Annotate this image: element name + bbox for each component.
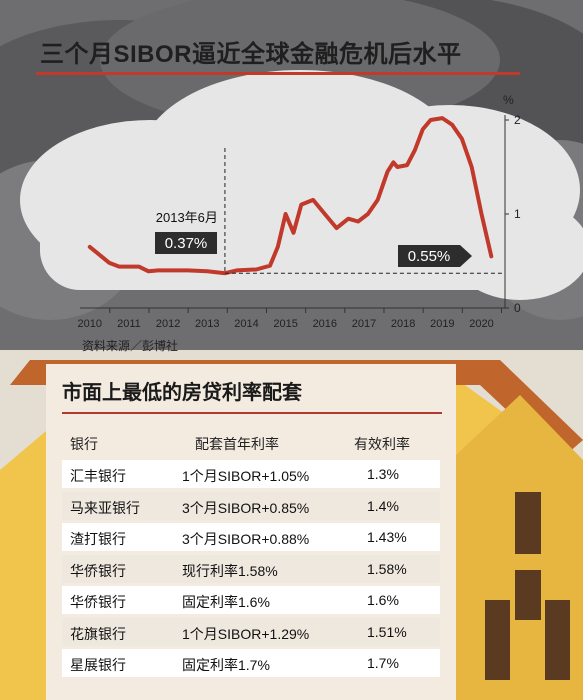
cell-effective-rate: 1.6% bbox=[367, 592, 399, 608]
chart-source: 资料来源／彭博社 bbox=[82, 339, 179, 353]
cell-bank: 华侨银行 bbox=[70, 562, 126, 579]
cell-effective-rate: 1.3% bbox=[367, 466, 399, 482]
table-row: 华侨银行 固定利率1.6% 1.6% bbox=[62, 586, 440, 614]
table-row: 星展银行 固定利率1.7% 1.7% bbox=[62, 649, 440, 677]
table-title-underline bbox=[62, 412, 442, 414]
cell-first-year-rate: 固定利率1.7% bbox=[182, 657, 270, 673]
cell-bank: 马来亚银行 bbox=[70, 499, 140, 516]
y-tick-label: 0 bbox=[514, 301, 521, 315]
x-tick-label: 2012 bbox=[156, 318, 180, 330]
y-unit-label: % bbox=[503, 93, 514, 107]
x-tick-label: 2013 bbox=[195, 318, 219, 330]
x-tick-label: 2017 bbox=[352, 318, 376, 330]
cell-effective-rate: 1.43% bbox=[367, 529, 407, 545]
x-tick-label: 2011 bbox=[117, 318, 141, 330]
table-row: 马来亚银行 3个月SIBOR+0.85% 1.4% bbox=[62, 491, 440, 520]
header-bank: 银行 bbox=[70, 436, 98, 452]
cell-effective-rate: 1.51% bbox=[367, 623, 407, 640]
table-title: 市面上最低的房贷利率配套 bbox=[62, 382, 302, 404]
cell-bank: 华侨银行 bbox=[70, 594, 126, 610]
cell-first-year-rate: 固定利率1.6% bbox=[182, 594, 270, 610]
header-effective-rate: 有效利率 bbox=[354, 436, 410, 452]
mortgage-rate-table: 银行 配套首年利率 有效利率 汇丰银行 1个月SIBOR+1.05% 1.3% 马来亚… bbox=[62, 426, 440, 681]
x-tick-label: 2018 bbox=[391, 318, 415, 330]
cell-first-year-rate: 3个月SIBOR+0.88% bbox=[182, 531, 310, 547]
sibor-line-chart: 2010 2011 2012 2013 2014 2015 2016 2017 2018 2019… bbox=[78, 93, 521, 330]
cell-first-year-rate: 1个月SIBOR+1.29% bbox=[182, 625, 310, 642]
cell-effective-rate: 1.7% bbox=[367, 655, 399, 671]
table-row: 花旗银行 1个月SIBOR+1.29% 1.51% bbox=[62, 617, 440, 646]
x-tick-label: 2010 bbox=[78, 318, 102, 330]
cell-effective-rate: 1.58% bbox=[367, 560, 407, 577]
chart-title: 三个月SIBOR逼近全球金融危机后水平 bbox=[40, 41, 462, 68]
sibor-series-line bbox=[87, 116, 494, 276]
y-tick-label: 1 bbox=[514, 207, 521, 221]
table-body: 汇丰银行 1个月SIBOR+1.05% 1.3% 马来亚银行 3个月SIBOR+0.85… bbox=[62, 460, 440, 677]
table-row: 汇丰银行 1个月SIBOR+1.05% 1.3% bbox=[62, 460, 440, 488]
x-tick-label: 2019 bbox=[430, 318, 454, 330]
header-first-year-rate: 配套首年利率 bbox=[195, 436, 279, 452]
table-header: 银行 配套首年利率 有效利率 bbox=[62, 426, 440, 460]
annotation-value-label: 0.37% bbox=[165, 235, 208, 252]
annotation-callout-box bbox=[155, 232, 217, 254]
cell-first-year-rate: 现行利率1.58% bbox=[182, 562, 278, 579]
cell-bank: 渣打银行 bbox=[70, 531, 126, 547]
cell-first-year-rate: 3个月SIBOR+0.85% bbox=[182, 499, 310, 516]
y-tick-label: 2 bbox=[514, 113, 521, 127]
annotation-date-label: 2013年6月 bbox=[156, 210, 218, 225]
chart-title-bar: 三个月SIBOR逼近全球金融危机后水平 bbox=[36, 32, 520, 75]
table-row: 渣打银行 3个月SIBOR+0.88% 1.43% bbox=[62, 523, 440, 551]
x-tick-label: 2014 bbox=[234, 318, 258, 330]
x-tick-label: 2015 bbox=[273, 318, 297, 330]
annotation-value-label: 0.55% bbox=[408, 248, 451, 265]
cell-effective-rate: 1.4% bbox=[367, 497, 399, 514]
cell-bank: 花旗银行 bbox=[70, 625, 126, 642]
table-row: 华侨银行 现行利率1.58% 1.58% bbox=[62, 554, 440, 583]
light-cloud bbox=[20, 70, 583, 300]
x-tick-label: 2020 bbox=[469, 318, 493, 330]
annotation-callout-box bbox=[398, 245, 472, 267]
cell-bank: 汇丰银行 bbox=[70, 468, 126, 484]
cell-bank: 星展银行 bbox=[70, 657, 126, 673]
x-tick-label: 2016 bbox=[313, 318, 337, 330]
cell-first-year-rate: 1个月SIBOR+1.05% bbox=[182, 468, 310, 484]
